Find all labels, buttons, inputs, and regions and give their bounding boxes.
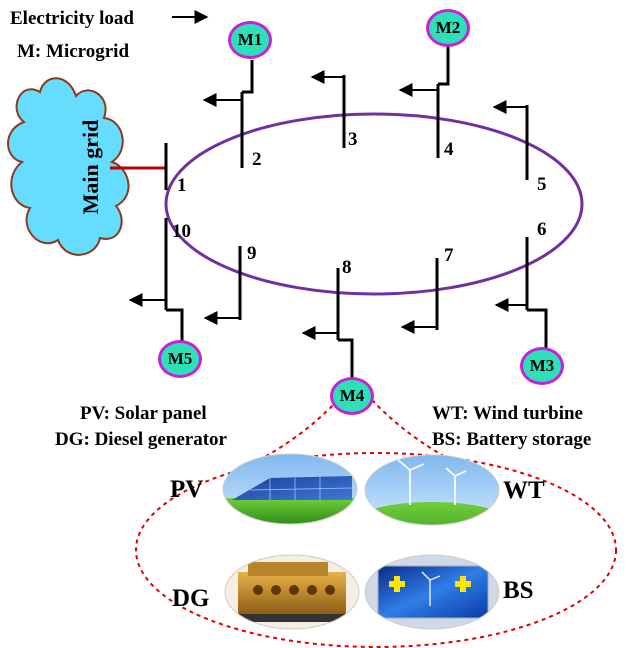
microgrid-node-m1: M1 (228, 21, 272, 59)
legend-microgrid: M: Microgrid (17, 41, 130, 62)
bus-label: 4 (444, 139, 454, 160)
bus-label: 10 (172, 221, 191, 242)
solar-panel-image (222, 453, 358, 525)
legend-bs: BS: Battery storage (432, 429, 592, 450)
wind-turbine-image (364, 454, 500, 526)
diesel-generator-image (224, 554, 360, 630)
microgrid-links (166, 46, 548, 378)
bus-label: 8 (342, 257, 352, 278)
battery-storage-image (364, 554, 500, 630)
cloud-icon (7, 77, 130, 256)
m4-link (338, 338, 354, 378)
microgrid-node-m4: M4 (330, 377, 374, 415)
bus-label: 6 (537, 219, 547, 240)
legend-electricity-load: Electricity load (10, 8, 134, 29)
m5-link (166, 308, 184, 344)
microgrid-node-m3: M3 (520, 347, 564, 385)
ring-feeder (164, 112, 584, 296)
legend-pv: PV: Solar panel (80, 403, 207, 424)
bus-label: 5 (537, 174, 547, 195)
m3-link (527, 308, 548, 348)
microgrid-node-m2: M2 (426, 9, 470, 47)
legend-wt: WT: Wind turbine (432, 403, 583, 424)
load-arrows (128, 70, 527, 340)
microgrid-node-m5: M5 (158, 340, 202, 378)
m2-link (438, 46, 450, 86)
bus-label: 9 (247, 243, 257, 264)
main-grid-label: Main grid (78, 119, 103, 215)
resource-label-bs: BS (503, 577, 534, 604)
resource-label-dg: DG (172, 585, 210, 612)
bus-bars (164, 75, 529, 340)
resource-label-pv: PV (170, 476, 204, 503)
bus-label: 2 (252, 149, 262, 170)
m1-link (242, 60, 254, 94)
bus-label: 3 (348, 129, 358, 150)
bus-label: 1 (177, 175, 187, 196)
resource-label-wt: WT (503, 477, 545, 504)
legend-dg: DG: Diesel generator (55, 429, 227, 450)
bus-label: 7 (444, 245, 454, 266)
resource-group-ellipse (135, 452, 617, 648)
